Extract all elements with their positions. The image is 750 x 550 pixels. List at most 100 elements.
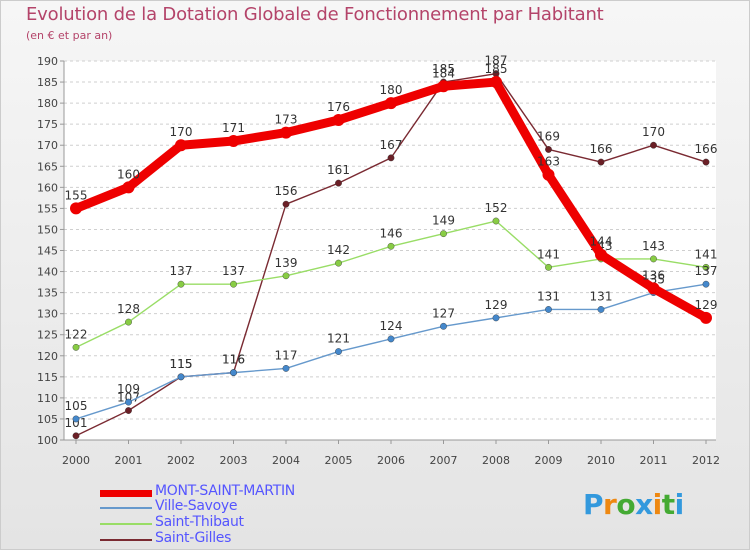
data-label-saint-thibaut: 137	[222, 264, 245, 278]
data-point-mont-saint-martin	[332, 113, 345, 126]
data-point-ville-savoye	[492, 314, 500, 322]
data-label-ville-savoye: 116	[222, 353, 245, 367]
data-label-saint-thibaut: 146	[380, 226, 403, 240]
legend-swatch-saint-thibaut	[100, 523, 152, 525]
data-label-ville-savoye: 127	[432, 306, 455, 320]
data-label-mont-saint-martin: 184	[432, 66, 455, 80]
data-label-ville-savoye: 129	[485, 298, 508, 312]
data-label-mont-saint-martin: 160	[117, 167, 140, 181]
chart-subtitle: (en € et par an)	[26, 29, 113, 42]
legend-item-mont-saint-martin: MONT-SAINT-MARTIN	[100, 483, 430, 501]
data-point-saint-thibaut	[545, 263, 552, 271]
x-tick-label: 2002	[167, 454, 195, 467]
data-point-saint-gilles	[702, 158, 710, 166]
data-point-ville-savoye	[72, 415, 80, 423]
proxiti-logo: Proxiti	[583, 488, 684, 521]
data-point-mont-saint-martin	[122, 181, 135, 194]
x-tick-label: 2010	[587, 454, 615, 467]
legend-item-saint-gilles: Saint-Gilles	[100, 530, 430, 548]
legend-item-saint-thibaut: Saint-Thibaut	[100, 514, 430, 532]
data-label-saint-thibaut: 142	[327, 243, 350, 257]
data-point-ville-savoye	[125, 398, 132, 406]
data-label-saint-thibaut: 141	[537, 247, 560, 261]
y-tick-label: 165	[37, 160, 58, 173]
data-label-mont-saint-martin: 144	[590, 235, 613, 249]
data-label-saint-gilles: 116	[222, 353, 245, 367]
x-tick-label: 2007	[430, 454, 458, 467]
data-point-ville-savoye	[335, 348, 342, 355]
data-label-ville-savoye: 115	[170, 357, 193, 371]
data-point-saint-thibaut	[335, 259, 342, 267]
data-label-ville-savoye: 131	[590, 289, 613, 303]
y-tick-label: 125	[37, 329, 58, 342]
data-label-ville-savoye: 121	[327, 332, 350, 346]
data-label-ville-savoye: 117	[275, 348, 298, 362]
legend-swatch-ville-savoye	[100, 507, 152, 509]
y-tick-label: 155	[37, 202, 58, 215]
data-point-saint-gilles	[335, 179, 342, 187]
data-point-saint-gilles	[72, 432, 80, 440]
data-point-saint-thibaut	[492, 217, 500, 225]
data-label-saint-thibaut: 137	[170, 264, 193, 278]
data-point-saint-gilles	[387, 154, 395, 162]
legend-label-saint-thibaut: Saint-Thibaut	[155, 514, 244, 530]
data-label-mont-saint-martin: 171	[222, 121, 245, 135]
data-label-saint-gilles: 101	[65, 416, 88, 430]
data-label-saint-thibaut: 143	[642, 239, 665, 253]
data-point-mont-saint-martin	[595, 248, 607, 261]
data-point-mont-saint-martin	[70, 202, 82, 215]
data-point-ville-savoye	[545, 306, 552, 313]
y-tick-label: 100	[37, 434, 58, 447]
data-point-saint-gilles	[282, 200, 290, 208]
data-label-saint-thibaut: 128	[117, 302, 140, 316]
data-label-saint-thibaut: 122	[65, 327, 88, 341]
data-label-saint-gilles: 156	[275, 184, 298, 198]
line-chart: 100 105 110 115 120 125 130 135 140 145 150 155 160 1…	[37, 54, 720, 467]
x-tick-label: 2012	[692, 454, 720, 467]
data-point-saint-thibaut	[177, 280, 185, 288]
data-point-mont-saint-martin	[280, 126, 292, 139]
data-point-ville-savoye	[282, 365, 290, 372]
data-label-mont-saint-martin: 185	[485, 62, 508, 76]
data-label-saint-gilles: 169	[537, 129, 560, 143]
data-label-saint-gilles: 187	[485, 54, 508, 68]
x-tick-label: 2001	[115, 454, 143, 467]
data-point-ville-savoye	[387, 335, 395, 343]
y-tick-label: 130	[37, 308, 58, 321]
data-label-ville-savoye: 105	[65, 399, 88, 413]
data-point-mont-saint-martin	[700, 311, 712, 324]
data-point-mont-saint-martin	[227, 135, 240, 148]
data-label-saint-thibaut: 139	[275, 256, 298, 270]
legend-label-ville-savoye: Ville-Savoye	[155, 498, 238, 514]
data-point-ville-savoye	[597, 306, 605, 313]
data-label-mont-saint-martin: 129	[695, 298, 718, 312]
data-point-saint-thibaut	[387, 242, 395, 250]
y-tick-label: 105	[37, 413, 58, 426]
data-label-saint-gilles: 161	[327, 163, 350, 177]
data-point-saint-thibaut	[440, 230, 447, 238]
y-tick-label: 170	[37, 139, 58, 152]
data-label-mont-saint-martin: 170	[170, 125, 193, 139]
data-point-mont-saint-martin	[542, 168, 555, 181]
data-label-ville-savoye: 109	[117, 382, 140, 396]
y-tick-label: 145	[37, 245, 58, 258]
data-label-mont-saint-martin: 136	[642, 268, 665, 282]
x-tick-label: 2008	[482, 454, 510, 467]
y-tick-label: 110	[37, 392, 58, 405]
y-tick-label: 140	[37, 266, 58, 279]
x-tick-label: 2000	[62, 454, 90, 467]
x-tick-label: 2009	[535, 454, 563, 467]
data-point-saint-thibaut	[702, 263, 710, 271]
legend-label-mont-saint-martin: MONT-SAINT-MARTIN	[155, 483, 295, 499]
data-label-saint-thibaut: 149	[432, 214, 455, 228]
data-point-mont-saint-martin	[175, 139, 187, 152]
data-label-saint-gilles: 107	[117, 391, 140, 405]
y-tick-label: 175	[37, 118, 58, 131]
data-label-mont-saint-martin: 180	[380, 83, 403, 97]
y-tick-label: 115	[37, 371, 58, 384]
x-tick-label: 2005	[325, 454, 353, 467]
data-label-saint-thibaut: 141	[695, 247, 718, 261]
y-tick-label: 120	[37, 350, 58, 363]
data-point-mont-saint-martin	[437, 80, 450, 93]
data-label-mont-saint-martin: 163	[537, 155, 560, 169]
